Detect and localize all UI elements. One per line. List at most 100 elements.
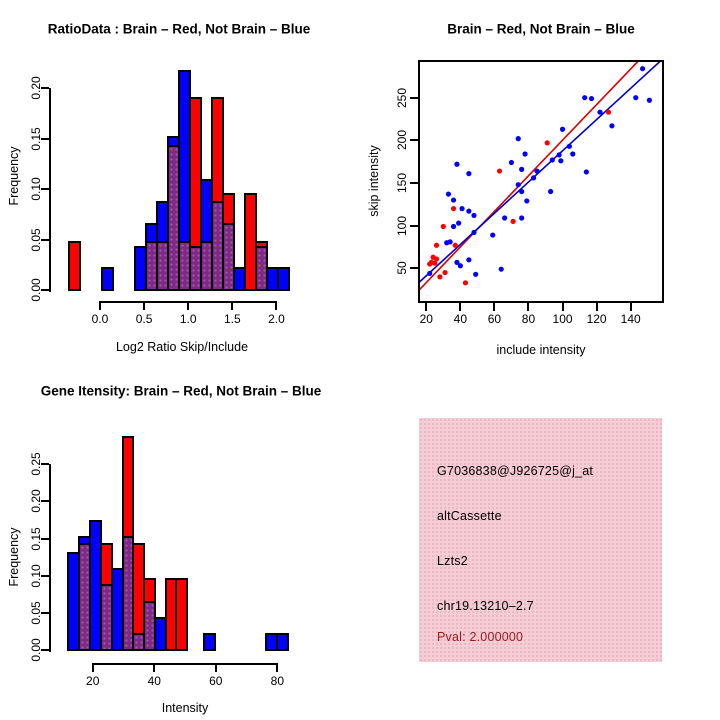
x-tick-label: 100 [552,312,573,326]
data-point-red [452,242,458,248]
data-point-blue [459,206,465,212]
histogram-bar-overlap-segment [143,600,156,651]
histogram-bar-blue-segment [202,632,216,651]
x-tick [276,663,279,672]
x-tick-label: 20 [86,674,100,688]
data-point-red [462,280,469,286]
x-tick [214,663,217,672]
data-point-blue [450,223,457,230]
data-point-red [496,168,503,174]
y-tick [410,96,418,99]
gene-info-panel: G7036838@J926725@j_at altCassette Lzts2 … [419,418,662,662]
y-tick-label: 0.20 [29,76,43,100]
y-tick-label: 200 [395,130,409,151]
ratio-histogram-x-axis-title: Log2 Ratio Skip/Include [115,340,249,354]
data-point-blue [498,266,504,272]
histogram-bar-red-segment [100,542,113,587]
x-tick [153,663,156,672]
y-tick [41,611,49,614]
x-tick-label: 80 [521,312,536,326]
data-point-blue [473,271,479,277]
data-point-blue [639,66,646,72]
data-point-blue [583,169,589,175]
data-point-blue [597,109,603,115]
data-point-blue [471,212,477,219]
scatter-y-axis-title: skip intensity [367,145,381,217]
data-point-blue [445,191,452,197]
y-axis-line [49,464,51,652]
y-tick-label: 0.25 [29,452,43,476]
scatter-title: Brain – Red, Not Brain – Blue [447,21,635,37]
x-tick [275,301,278,310]
chromosome-location-text: chr19.13210–2.7 [437,599,534,613]
y-tick-label: 0.10 [29,177,43,201]
x-tick [629,303,632,311]
y-axis-line [49,88,51,292]
data-point-red [430,254,436,260]
data-point-blue [471,229,477,236]
data-point-blue [559,126,566,132]
data-point-blue [566,143,572,149]
data-point-red [442,269,448,276]
gene-histogram-y-axis-title: Frequency [7,527,21,587]
data-point-blue [466,257,472,263]
histogram-bar-overlap-segment [255,245,269,291]
y-tick-label: 0.05 [29,601,43,625]
data-point-blue [457,263,463,269]
data-point-blue [454,161,460,167]
x-tick [91,663,94,672]
data-point-blue [588,95,595,102]
x-tick-label: 0.0 [91,312,109,326]
histogram-bar-overlap-segment [155,240,169,291]
data-point-blue [466,171,472,177]
y-tick [410,224,418,227]
y-tick-label: 0.05 [29,227,43,252]
y-tick [41,238,49,241]
histogram-bar-overlap-segment [177,240,191,291]
x-tick [98,301,101,310]
data-point-blue [515,182,521,188]
data-point-blue [530,175,537,181]
data-point-blue [427,270,433,277]
y-tick-label: 150 [395,172,409,194]
y-tick [41,188,49,191]
data-point-blue [490,232,496,238]
x-axis-line [91,663,279,665]
data-point-blue [450,197,457,203]
x-tick [561,303,564,311]
y-tick [410,182,418,184]
data-point-red [544,140,550,146]
y-tick [41,87,49,90]
data-point-blue [549,157,555,163]
y-tick [410,139,418,142]
histogram-bar-red-segment [211,97,225,204]
histogram-bar-red-segment [255,240,269,248]
x-tick-label: 140 [620,312,641,326]
data-point-blue [582,95,588,101]
x-tick-label: 1.5 [224,312,241,326]
data-point-red [437,274,443,280]
histogram-bar-red-segment [67,240,81,291]
scatter-x-axis-title: include intensity [496,343,586,357]
x-tick-label: 80 [270,674,285,688]
x-tick-label: 0.5 [135,312,153,326]
data-point-red [433,242,440,248]
histogram-bar-red-segment [222,193,236,226]
x-tick [459,303,462,311]
histogram-bar-red-segment [143,578,156,603]
histogram-bar-red-segment [121,436,135,538]
data-point-blue [519,215,525,221]
x-tick [493,303,496,311]
data-point-red [605,109,612,115]
x-tick-label: 60 [487,312,502,326]
data-point-blue [570,151,576,157]
histogram-bar-overlap-segment [222,223,236,291]
gene-histogram-x-axis-title: Intensity [161,701,209,715]
y-tick [41,537,49,540]
y-tick [41,649,49,651]
data-point-blue [633,95,639,101]
x-tick [231,301,234,310]
fit-line-red [420,62,639,291]
data-point-blue [522,151,528,157]
